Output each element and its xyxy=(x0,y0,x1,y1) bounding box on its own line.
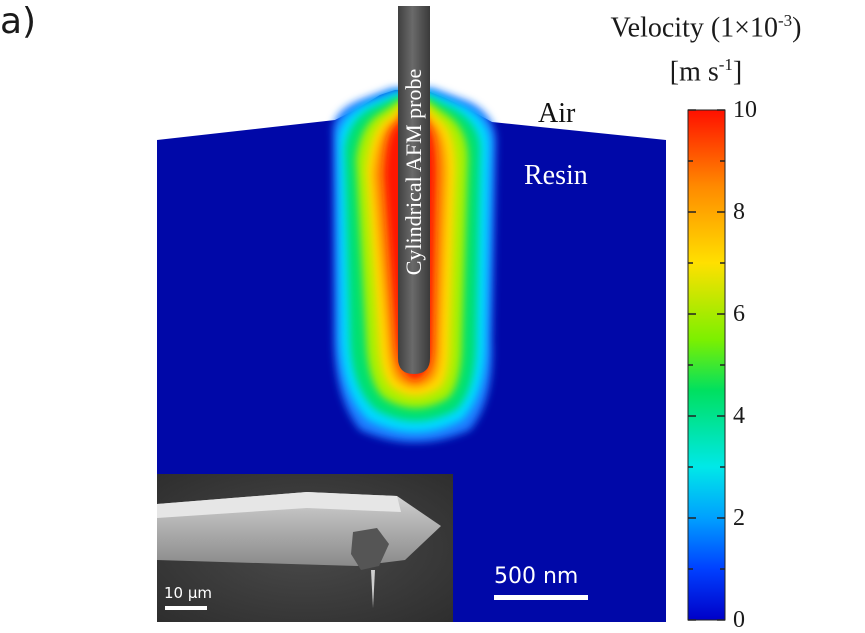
inset-scale-bar xyxy=(165,606,207,610)
colorbar-tick-label: 4 xyxy=(733,403,745,429)
scale-bar xyxy=(494,595,588,600)
panel-label: a) xyxy=(0,1,37,42)
resin-label: Resin xyxy=(524,160,588,191)
scale-bar-label: 500 nm xyxy=(494,564,579,589)
colorbar-tick-label: 6 xyxy=(733,301,745,327)
inset-scale-label: 10 µm xyxy=(164,584,213,602)
colorbar-tick-label: 2 xyxy=(733,505,745,531)
sem-inset: 10 µm xyxy=(157,474,453,622)
colorbar-title: Velocity (1×10-3) xyxy=(610,11,802,44)
sem-inset-image xyxy=(157,474,453,622)
colorbar-ticks xyxy=(688,109,725,621)
afm-probe xyxy=(398,6,430,374)
colorbar xyxy=(687,109,726,621)
colorbar-tick-label: 8 xyxy=(733,199,745,225)
air-label: Air xyxy=(538,98,576,129)
colorbar-tick-label: 0 xyxy=(733,607,745,633)
colorbar-unit: [m s-1] xyxy=(669,55,743,88)
probe-label: Cylindrical AFM probe xyxy=(401,68,426,276)
colorbar-tick-label: 10 xyxy=(733,97,757,123)
